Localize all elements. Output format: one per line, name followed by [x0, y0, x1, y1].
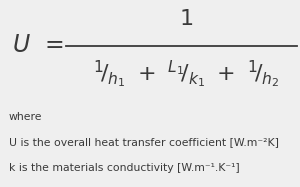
Text: $\mathit{U}$  =: $\mathit{U}$ = — [12, 33, 64, 57]
Text: $^1\!/_{h_1}\ +\ ^{L_1}\!/_{k_1}\ +\ ^1\!/_{h_2}$: $^1\!/_{h_1}\ +\ ^{L_1}\!/_{k_1}\ +\ ^1\… — [93, 59, 279, 91]
Text: $1$: $1$ — [179, 8, 193, 30]
Text: k is the materials conductivity [W.m⁻¹.K⁻¹]: k is the materials conductivity [W.m⁻¹.K… — [9, 163, 240, 173]
Text: where: where — [9, 112, 43, 122]
Text: U is the overall heat transfer coefficient [W.m⁻²K]: U is the overall heat transfer coefficie… — [9, 137, 279, 147]
